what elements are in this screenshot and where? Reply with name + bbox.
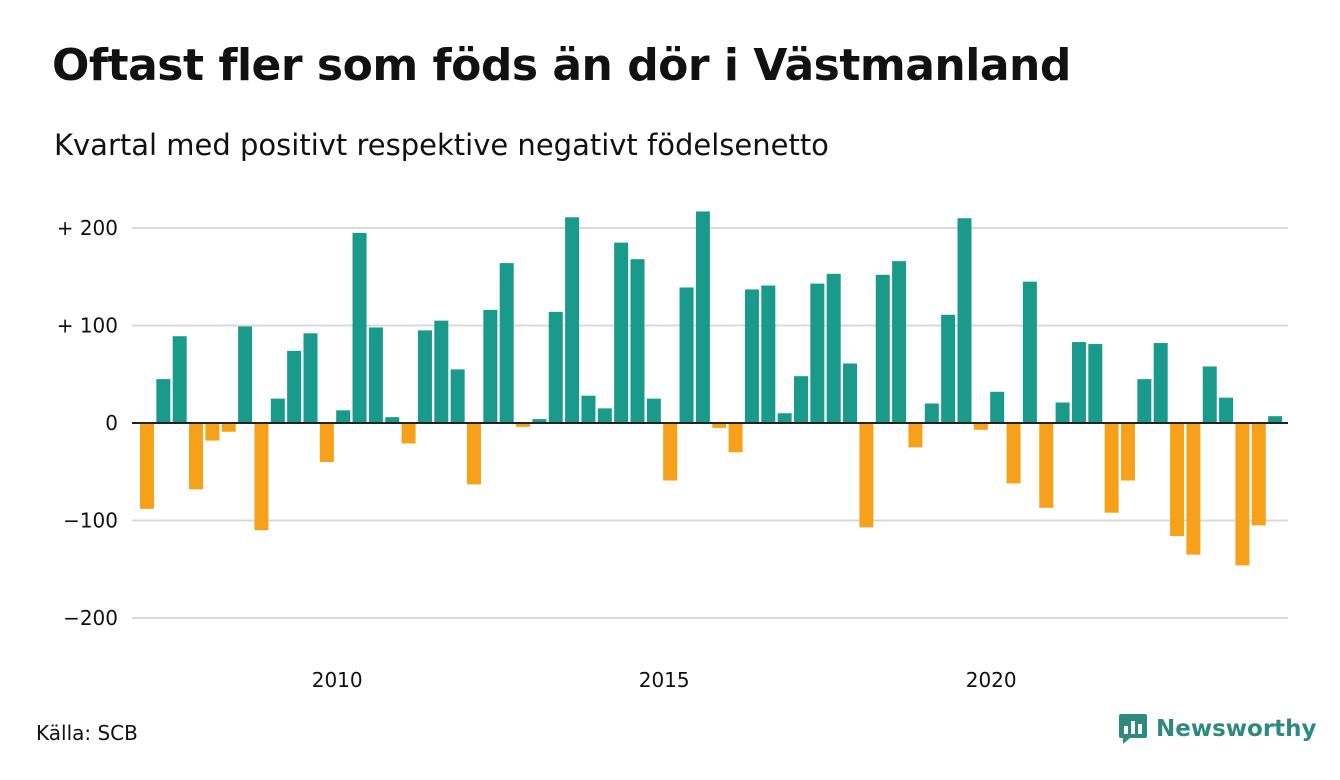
bar-2010-k3 (368, 327, 383, 423)
y-tick-label: 0 (105, 411, 118, 435)
bar-2019-k4 (973, 423, 988, 430)
bar-2020-k1 (990, 391, 1005, 423)
bar-2015-k4 (712, 423, 727, 428)
x-tick-label: 2015 (639, 668, 690, 692)
bar-2023-k4 (1235, 423, 1250, 566)
y-tick-label: −100 (63, 509, 118, 533)
bar-2018-k1 (859, 423, 874, 528)
bar-2019-k2 (941, 314, 956, 423)
bar-2020-k3 (1022, 281, 1037, 424)
bar-2017-k2 (810, 283, 825, 423)
bars (140, 211, 1283, 566)
chart-subtitle: Kvartal med positivt respektive negativt… (54, 128, 829, 162)
bar-2016-k3 (761, 285, 776, 423)
bar-2011-k1 (401, 423, 416, 444)
bar-2008-k3 (238, 326, 253, 423)
bar-2012-k3 (499, 263, 514, 423)
bar-chart: + 200 + 100 0 −100 −200 2010 2015 2020 (57, 211, 1288, 692)
bar-2014-k1 (597, 408, 612, 424)
bar-2011-k4 (450, 369, 465, 424)
bar-2023-k2 (1202, 366, 1217, 423)
source-note: Källa: SCB (36, 721, 138, 745)
brand-logo[interactable]: Newsworthy (1118, 712, 1317, 746)
bar-2009-k3 (303, 333, 318, 423)
bar-2012-k2 (483, 309, 498, 423)
bar-2017-k1 (794, 376, 808, 423)
bar-2010-k4 (385, 417, 400, 423)
bar-2007-k1 (140, 423, 154, 509)
bar-2012-k4 (516, 423, 531, 427)
newsworthy-chart-bubble-icon (1119, 714, 1147, 744)
bar-2022-k4 (1170, 423, 1185, 537)
bar-2022-k2 (1137, 379, 1152, 424)
brand-name: Newsworthy (1156, 716, 1317, 742)
bar-2007-k2 (156, 379, 171, 424)
bar-2010-k2 (352, 232, 367, 424)
y-tick-label: + 100 (57, 314, 118, 338)
bar-2014-k3 (630, 259, 645, 423)
bar-2007-k4 (189, 423, 204, 490)
bar-2013-k3 (565, 217, 580, 423)
bar-2014-k4 (646, 398, 661, 424)
bar-2015-k2 (679, 287, 694, 423)
bar-2016-k1 (728, 423, 743, 453)
bar-2024-k2 (1268, 416, 1283, 423)
bar-2013-k4 (581, 395, 596, 423)
bar-2016-k4 (777, 413, 792, 423)
bar-2022-k1 (1121, 423, 1135, 481)
bar-2017-k3 (826, 273, 841, 423)
bar-2010-k1 (336, 410, 351, 423)
bar-2020-k2 (1006, 423, 1021, 484)
bar-2019-k1 (924, 403, 939, 423)
y-tick-label: + 200 (57, 216, 118, 240)
bar-2009-k4 (319, 423, 334, 462)
bar-2011-k3 (434, 320, 449, 424)
bar-2023-k1 (1186, 423, 1201, 555)
bar-2013-k2 (548, 311, 563, 423)
bar-2012-k1 (467, 423, 481, 485)
bar-2009-k2 (287, 350, 302, 423)
bar-2008-k1 (205, 423, 220, 441)
bar-2008-k2 (221, 423, 236, 432)
bar-2018-k2 (875, 274, 890, 423)
bar-2018-k3 (892, 261, 907, 423)
bar-2017-k4 (843, 363, 858, 423)
chart-title: Oftast fler som föds än dör i Västmanlan… (52, 40, 1071, 91)
bar-2024-k1 (1251, 423, 1266, 526)
bar-2021-k1 (1055, 402, 1070, 423)
bar-2020-k4 (1039, 423, 1054, 508)
x-axis-ticks: 2010 2015 2020 (312, 668, 1017, 692)
bar-2018-k4 (908, 423, 923, 448)
bar-2019-k3 (957, 218, 972, 423)
x-tick-label: 2020 (966, 668, 1017, 692)
bar-2022-k3 (1153, 343, 1168, 423)
gridlines (132, 227, 1288, 619)
bar-2021-k2 (1071, 342, 1086, 423)
y-axis-ticks: + 200 + 100 0 −100 −200 (57, 216, 118, 630)
bar-2013-k1 (532, 419, 547, 423)
bar-2015-k1 (663, 423, 678, 481)
bar-2008-k4 (254, 423, 269, 531)
bar-2014-k2 (614, 242, 629, 424)
bar-2023-k3 (1219, 397, 1234, 423)
y-tick-label: −200 (63, 606, 118, 630)
bar-2009-k1 (270, 398, 285, 424)
bar-2021-k3 (1088, 344, 1103, 423)
bar-2011-k2 (417, 330, 432, 424)
bar-2021-k4 (1104, 423, 1119, 513)
bar-2016-k2 (744, 289, 759, 423)
x-tick-label: 2010 (312, 668, 363, 692)
bar-2015-k3 (695, 211, 710, 423)
bar-2007-k3 (172, 336, 187, 423)
